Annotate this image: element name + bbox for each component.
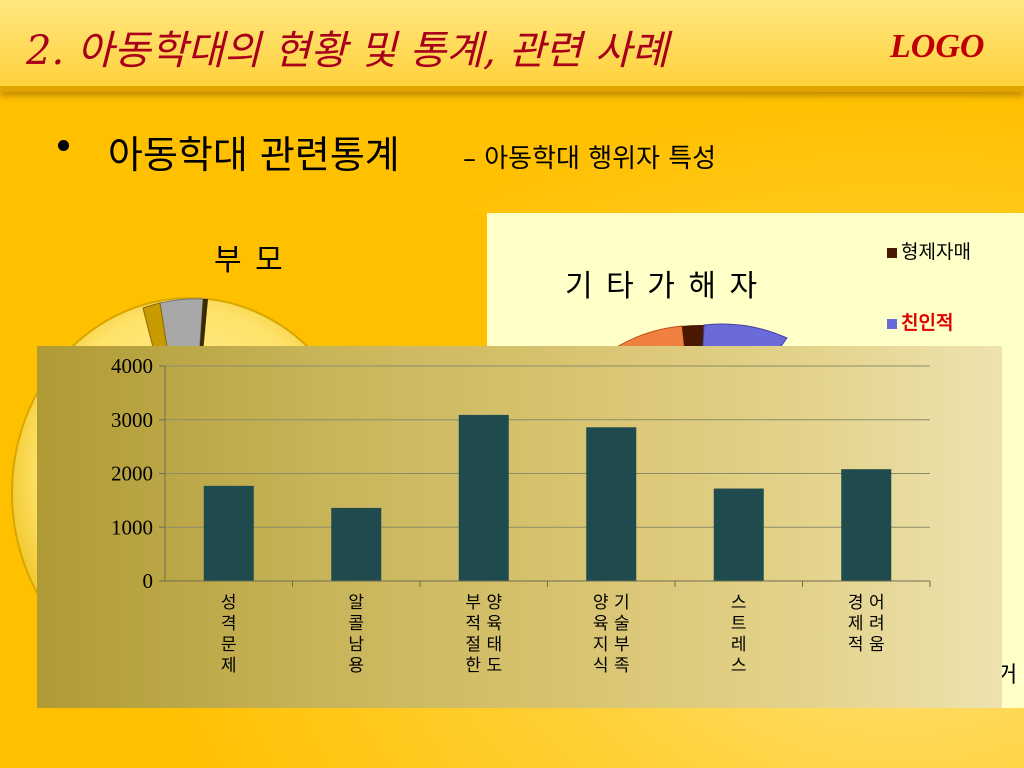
x-category-label: 지 부 <box>593 635 630 655</box>
title-bar: 2. 아동학대의 현황 및 통계, 관련 사례 LOGO <box>0 0 1024 92</box>
x-category-label: 육 술 <box>593 614 630 634</box>
legend-label-siblings: 형제자매 <box>901 241 971 263</box>
grid-layer <box>165 365 930 582</box>
bar <box>203 485 254 581</box>
legend-item-siblings: 형제자매 <box>887 237 971 264</box>
x-category-label: 트 <box>731 614 747 634</box>
x-category-label: 절 태 <box>465 635 502 655</box>
bullet-sub-text: – 아동학대 행위자 특성 <box>463 144 717 174</box>
bullet-dot-icon <box>58 140 69 151</box>
x-category-label: 알 <box>348 593 364 613</box>
bar <box>713 488 764 581</box>
parent-pie-title: 부 모 <box>214 243 285 278</box>
logo: LOGO <box>890 28 985 65</box>
x-category-label: 스 <box>731 656 747 676</box>
bar <box>841 469 892 581</box>
legend-swatch-relatives <box>887 318 897 329</box>
x-category-label: 스 <box>731 593 747 613</box>
x-category-label: 격 <box>221 614 237 634</box>
x-category-label: 적 움 <box>848 635 885 655</box>
bar-layer <box>203 414 892 581</box>
x-category-label: 제 <box>221 656 237 676</box>
bullet-main-text: 아동학대 관련통계 <box>108 133 400 177</box>
legend-swatch-siblings <box>887 247 897 258</box>
x-category-label: 제 려 <box>848 614 885 634</box>
x-category-label: 용 <box>348 656 364 676</box>
x-category-label: 문 <box>221 635 237 655</box>
legend-label-relatives: 친인적 <box>901 312 954 334</box>
y-tick-label: 0 <box>143 569 154 593</box>
y-tick-label: 1000 <box>111 515 153 539</box>
x-category-label: 경 어 <box>848 593 885 613</box>
x-category-label: 양 기 <box>593 593 630 613</box>
x-category-label: 남 <box>348 635 364 655</box>
x-category-label: 한 도 <box>465 656 502 676</box>
bar <box>586 427 637 581</box>
x-category-label: 성 <box>221 593 237 613</box>
bar <box>331 507 382 581</box>
x-category-label: 식 족 <box>593 656 630 676</box>
y-tick-label: 3000 <box>111 408 153 432</box>
y-tick-label: 4000 <box>111 354 153 378</box>
legend-item-relatives: 친인적 <box>887 308 953 335</box>
bar <box>458 414 509 581</box>
x-category-label: 부 양 <box>465 593 502 613</box>
x-category-label: 적 육 <box>465 614 502 634</box>
y-tick-label: 2000 <box>111 462 153 486</box>
other-pie-title: 기 타 가 해 자 <box>565 269 760 304</box>
x-category-label: 콜 <box>348 614 364 634</box>
x-category-label: 레 <box>731 635 747 655</box>
slide-title: 2. 아동학대의 현황 및 통계, 관련 사례 <box>26 28 669 74</box>
legend-partial-label-2: 거 <box>997 663 1018 688</box>
